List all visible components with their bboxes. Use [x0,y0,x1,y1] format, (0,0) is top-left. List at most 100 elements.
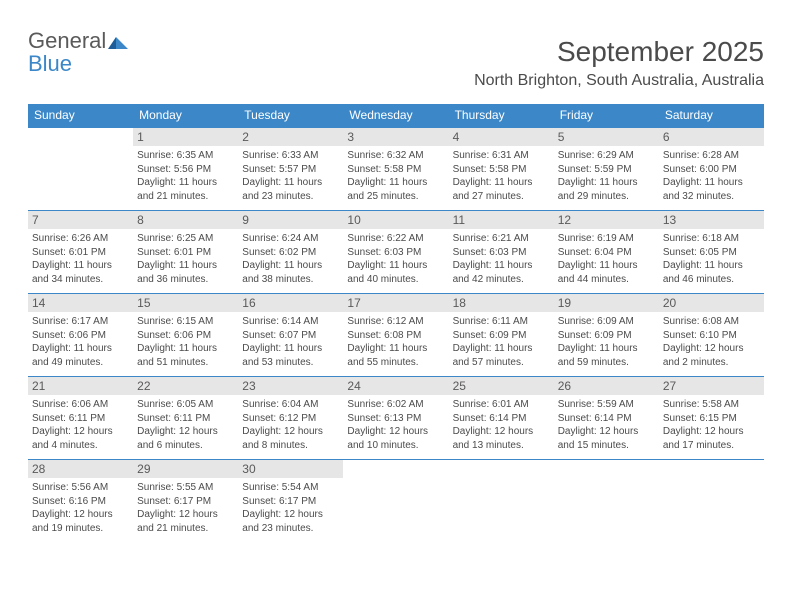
calendar-day-cell: 14Sunrise: 6:17 AMSunset: 6:06 PMDayligh… [28,294,133,376]
day-info: Sunrise: 6:31 AMSunset: 5:58 PMDaylight:… [453,149,550,203]
calendar-day-cell: 2 Sunrise: 6:33 AMSunset: 5:57 PMDaylight… [238,128,343,210]
day-number: 12 [554,211,659,229]
day-info: Sunrise: 6:21 AMSunset: 6:03 PMDaylight:… [453,232,550,286]
calendar-day-cell: 15 Sunrise: 6:15 AMSunset: 6:06 PMDayligh… [133,294,238,376]
day-number: 23 [238,377,343,395]
day-number: 10 [343,211,448,229]
day-number: 26 [554,377,659,395]
day-info: Sunrise: 6:05 AMSunset: 6:11 PMDaylight:… [137,398,234,452]
page-subtitle: North Brighton, South Australia, Austral… [474,72,764,90]
calendar-week-row: 28Sunrise: 5:56 AMSunset: 6:16 PMDayligh… [28,459,764,542]
day-number: 1 [133,128,238,146]
calendar-day-cell: 25 Sunrise: 6:01 AMSunset: 6:14 PMDayligh… [449,377,554,459]
calendar-header-cell: Monday [133,104,238,127]
day-info: Sunrise: 6:15 AMSunset: 6:06 PMDaylight:… [137,315,234,369]
day-info: Sunrise: 5:59 AMSunset: 6:14 PMDaylight:… [558,398,655,452]
day-info: Sunrise: 6:02 AMSunset: 6:13 PMDaylight:… [347,398,444,452]
day-info: Sunrise: 6:01 AMSunset: 6:14 PMDaylight:… [453,398,550,452]
calendar-header-cell: Friday [554,104,659,127]
day-info: Sunrise: 6:04 AMSunset: 6:12 PMDaylight:… [242,398,339,452]
day-info: Sunrise: 6:35 AMSunset: 5:56 PMDaylight:… [137,149,234,203]
logo: General Blue [28,30,130,75]
day-number: 28 [28,460,133,478]
calendar-day-cell [659,460,764,542]
day-number: 18 [449,294,554,312]
calendar-day-cell: 19Sunrise: 6:09 AMSunset: 6:09 PMDayligh… [554,294,659,376]
calendar-day-cell: 7Sunrise: 6:26 AMSunset: 6:01 PMDaylight… [28,211,133,293]
day-number: 16 [238,294,343,312]
calendar-header-cell: Thursday [449,104,554,127]
calendar-day-cell: 27Sunrise: 5:58 AMSunset: 6:15 PMDayligh… [659,377,764,459]
logo-word2: Blue [28,51,72,76]
day-info: Sunrise: 6:18 AMSunset: 6:05 PMDaylight:… [663,232,760,286]
calendar-day-cell: 30 Sunrise: 5:54 AMSunset: 6:17 PMDayligh… [238,460,343,542]
day-number: 6 [659,128,764,146]
calendar-header-cell: Tuesday [238,104,343,127]
calendar-day-cell: 8 Sunrise: 6:25 AMSunset: 6:01 PMDaylight… [133,211,238,293]
day-number: 22 [133,377,238,395]
day-info: Sunrise: 6:25 AMSunset: 6:01 PMDaylight:… [137,232,234,286]
calendar-day-cell: 4 Sunrise: 6:31 AMSunset: 5:58 PMDaylight… [449,128,554,210]
page-title: September 2025 [557,36,764,68]
calendar-day-cell: 22 Sunrise: 6:05 AMSunset: 6:11 PMDayligh… [133,377,238,459]
day-number: 9 [238,211,343,229]
calendar-day-cell: 28Sunrise: 5:56 AMSunset: 6:16 PMDayligh… [28,460,133,542]
day-number: 29 [133,460,238,478]
day-number: 14 [28,294,133,312]
day-info: Sunrise: 6:32 AMSunset: 5:58 PMDaylight:… [347,149,444,203]
calendar-week-row: 7Sunrise: 6:26 AMSunset: 6:01 PMDaylight… [28,210,764,293]
calendar-day-cell [554,460,659,542]
day-info: Sunrise: 6:33 AMSunset: 5:57 PMDaylight:… [242,149,339,203]
day-number: 2 [238,128,343,146]
calendar-day-cell: 13 Sunrise: 6:18 AMSunset: 6:05 PMDayligh… [659,211,764,293]
calendar-week-row: 1 Sunrise: 6:35 AMSunset: 5:56 PMDaylight… [28,127,764,210]
day-number: 20 [659,294,764,312]
calendar-day-cell: 3 Sunrise: 6:32 AMSunset: 5:58 PMDaylight… [343,128,448,210]
day-number: 3 [343,128,448,146]
day-number: 30 [238,460,343,478]
calendar-day-cell: 6 Sunrise: 6:28 AMSunset: 6:00 PMDaylight… [659,128,764,210]
calendar-week-row: 14Sunrise: 6:17 AMSunset: 6:06 PMDayligh… [28,293,764,376]
calendar-day-cell [449,460,554,542]
day-number: 17 [343,294,448,312]
calendar-day-cell [343,460,448,542]
calendar-day-cell: 24 Sunrise: 6:02 AMSunset: 6:13 PMDayligh… [343,377,448,459]
logo-word1: General [28,28,106,53]
calendar-day-cell: 23 Sunrise: 6:04 AMSunset: 6:12 PMDayligh… [238,377,343,459]
calendar-day-cell [28,128,133,210]
calendar: SundayMondayTuesdayWednesdayThursdayFrid… [28,104,764,542]
day-info: Sunrise: 5:58 AMSunset: 6:15 PMDaylight:… [663,398,760,452]
day-info: Sunrise: 6:24 AMSunset: 6:02 PMDaylight:… [242,232,339,286]
day-number: 21 [28,377,133,395]
day-info: Sunrise: 6:09 AMSunset: 6:09 PMDaylight:… [558,315,655,369]
day-info: Sunrise: 6:28 AMSunset: 6:00 PMDaylight:… [663,149,760,203]
calendar-day-cell: 21 Sunrise: 6:06 AMSunset: 6:11 PMDayligh… [28,377,133,459]
day-info: Sunrise: 6:08 AMSunset: 6:10 PMDaylight:… [663,315,760,369]
day-info: Sunrise: 6:22 AMSunset: 6:03 PMDaylight:… [347,232,444,286]
day-number: 15 [133,294,238,312]
calendar-day-cell: 26 Sunrise: 5:59 AMSunset: 6:14 PMDayligh… [554,377,659,459]
day-number: 7 [28,211,133,229]
calendar-day-cell: 1 Sunrise: 6:35 AMSunset: 5:56 PMDaylight… [133,128,238,210]
calendar-header-cell: Saturday [659,104,764,127]
day-number: 11 [449,211,554,229]
calendar-day-cell: 17Sunrise: 6:12 AMSunset: 6:08 PMDayligh… [343,294,448,376]
logo-mark-icon [108,31,130,53]
day-info: Sunrise: 5:55 AMSunset: 6:17 PMDaylight:… [137,481,234,535]
calendar-day-cell: 12Sunrise: 6:19 AMSunset: 6:04 PMDayligh… [554,211,659,293]
calendar-header-cell: Wednesday [343,104,448,127]
calendar-week-row: 21 Sunrise: 6:06 AMSunset: 6:11 PMDayligh… [28,376,764,459]
day-number: 8 [133,211,238,229]
day-info: Sunrise: 5:54 AMSunset: 6:17 PMDaylight:… [242,481,339,535]
day-info: Sunrise: 6:06 AMSunset: 6:11 PMDaylight:… [32,398,129,452]
calendar-day-cell: 29 Sunrise: 5:55 AMSunset: 6:17 PMDayligh… [133,460,238,542]
day-number: 13 [659,211,764,229]
day-number: 5 [554,128,659,146]
day-number: 25 [449,377,554,395]
calendar-header-row: SundayMondayTuesdayWednesdayThursdayFrid… [28,104,764,127]
calendar-day-cell: 5Sunrise: 6:29 AMSunset: 5:59 PMDaylight… [554,128,659,210]
calendar-day-cell: 20 Sunrise: 6:08 AMSunset: 6:10 PMDayligh… [659,294,764,376]
calendar-day-cell: 10 Sunrise: 6:22 AMSunset: 6:03 PMDayligh… [343,211,448,293]
day-number: 4 [449,128,554,146]
day-number: 24 [343,377,448,395]
